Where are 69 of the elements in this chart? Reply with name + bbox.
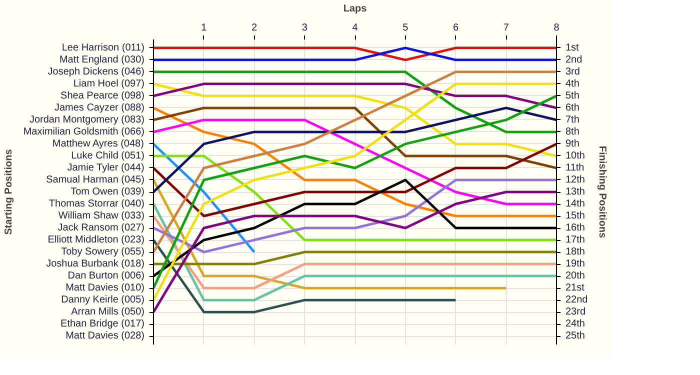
y-tick-label: 17th	[566, 234, 585, 246]
y-tick-label: 23rd	[566, 306, 586, 318]
x-tick-label: 4	[352, 22, 358, 34]
text: Joshua Burbank (018)	[46, 258, 145, 270]
line-series	[154, 106, 556, 218]
text: William Shaw (033)	[58, 210, 145, 222]
line-series	[154, 142, 556, 218]
line-series	[154, 106, 556, 194]
y-tick-label: 24th	[566, 318, 585, 330]
text: Matt England (030)	[59, 54, 145, 66]
y-tick-label: 20th	[566, 270, 585, 282]
y-tick-label: 15th	[566, 210, 585, 222]
y-tick-label: 18th	[566, 246, 585, 258]
text: Arran Mills (050)	[71, 306, 145, 318]
line-series	[154, 118, 556, 206]
text: Tom Owen (039)	[70, 186, 145, 198]
y-tick-label: 19th	[566, 258, 585, 270]
y-tick-label: 3rd	[566, 66, 580, 78]
text: Shea Pearce (098)	[60, 90, 145, 102]
text: Liam Hoel (097)	[73, 78, 145, 90]
y-tick-label: 2nd	[566, 54, 582, 66]
line-series	[154, 190, 556, 314]
text: Matthew Ayres (048)	[52, 138, 144, 150]
y-tick-label: 25th	[566, 330, 585, 342]
x-axis-title: Laps	[343, 4, 368, 14]
line-series	[154, 178, 556, 254]
y-tick-label: 10th	[566, 150, 585, 162]
text: Ethan Bridge (017)	[60, 318, 145, 330]
y-tick-label: 1st	[566, 42, 580, 54]
text: Jamie Tyler (044)	[67, 162, 144, 174]
y-tick-label: 12th	[566, 174, 585, 186]
x-tick-label: 3	[302, 22, 308, 34]
line-series	[154, 70, 556, 254]
text: Maximilian Goldsmith (066)	[23, 126, 145, 138]
y-tick-label: 5th	[566, 90, 580, 102]
text: Joseph Dickens (046)	[48, 66, 145, 78]
y-tick-label: 22nd	[566, 294, 588, 306]
x-tick-label: 2	[251, 22, 258, 34]
text: Matt Davies (028)	[66, 330, 145, 342]
x-tick-label: 6	[452, 22, 459, 34]
text: Elliott Middleton (023)	[48, 234, 145, 246]
text: Danny Keirle (005)	[61, 294, 144, 306]
text: Matt Davies (010)	[66, 282, 145, 294]
y-tick-label: 6th	[566, 102, 580, 114]
y-tick-label: 7th	[566, 114, 580, 126]
x-tick-label: 7	[503, 22, 510, 34]
x-tick-label: 5	[402, 22, 409, 34]
y-tick-label: 16th	[566, 222, 585, 234]
x-tick-label: 8	[554, 22, 560, 34]
text: Toby Sowery (055)	[61, 246, 145, 258]
y-tick-label: 9th	[566, 138, 580, 150]
text: Thomas Storrar (040)	[48, 198, 145, 210]
text: Jack Ransom (027)	[58, 222, 145, 234]
y-tick-label: 13th	[566, 186, 585, 198]
text: Jordan Montgomery (083)	[29, 114, 145, 126]
y-tick-label: 21st	[566, 282, 585, 294]
text: Luke Child (051)	[71, 150, 144, 162]
y-axis-title: Finishing Positions	[596, 146, 608, 239]
y-tick-label: 8th	[566, 126, 580, 138]
text: Dan Burton (006)	[68, 270, 145, 282]
text: Samual Harman (045)	[46, 174, 144, 186]
x-tick-label: 1	[201, 22, 208, 34]
line-series	[154, 106, 556, 170]
y-tick-label: 14th	[566, 198, 585, 210]
y-tick-label: 11th	[566, 162, 584, 174]
text: Starting Positions	[3, 148, 14, 235]
y-tick-label: 4th	[566, 78, 580, 90]
text: James Cayzer (088)	[54, 102, 144, 114]
text: Lee Harrison (011)	[62, 42, 145, 54]
